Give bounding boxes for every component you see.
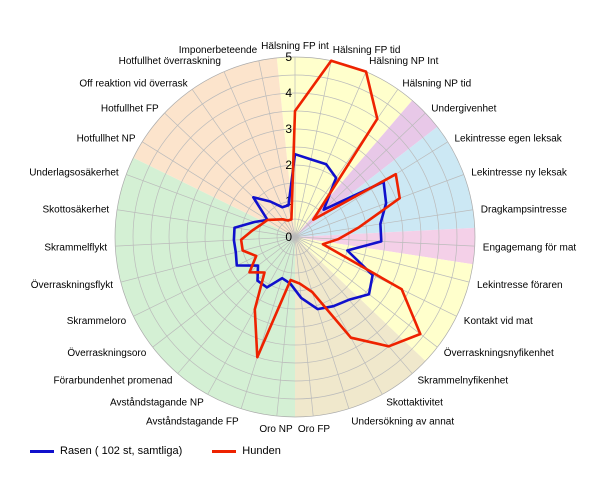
axis-label-17: Oro NP [259,424,293,435]
legend-swatch-series-1 [30,449,54,453]
grid-spoke [294,174,464,238]
grid-spoke [294,236,475,247]
grid-spoke [294,209,473,238]
sector-band-8 [133,57,295,237]
radar-grid [114,56,476,418]
grid-spoke [223,71,296,238]
axis-label-31: Imponerbeteende [179,45,258,56]
sector-band-6 [295,237,426,417]
axis-label-5: Undergivenhet [431,104,496,115]
grid-spoke [191,89,296,238]
axis-label-8: Dragkampsintresse [481,205,568,216]
sector-band-1 [276,57,413,238]
axis-label-10: Lekintresse föraren [477,280,563,291]
tick-label-5: 5 [285,50,292,64]
grid-spoke [294,141,448,238]
axis-label-18: Avståndstagande FP [146,415,239,427]
axis-label-14: Skottaktivitet [386,397,443,408]
axis-label-28: Hotfullhet FP [101,104,159,115]
grid-spoke [120,236,296,283]
grid-spoke [117,209,296,238]
grid-spoke [294,89,399,238]
axis-label-11: Kontakt vid mat [464,316,533,327]
grid-spoke [294,71,367,238]
grid-spoke [294,236,314,417]
axis-label-26: Underlagsosäkerhet [29,168,119,179]
axis-label-6: Lekintresse egen leksak [455,134,563,145]
axis-label-3: Hälsning NP Int [369,56,439,67]
grid-spoke [276,236,296,417]
legend-label-series-1: Rasen ( 102 st, samtliga) [60,445,183,457]
axis-label-22: Skrammeloro [67,316,127,327]
axis-label-23: Överraskningsflykt [31,279,113,291]
series-lines [232,59,422,359]
legend-item-series-2: Hunden [212,445,281,457]
grid-spoke [164,112,296,238]
grid-spoke [294,236,350,409]
grid-spoke [177,236,296,374]
grid-spoke [294,236,457,317]
grid-spoke [294,236,383,395]
axis-label-16: Oro FP [298,424,331,435]
grid-spoke [294,236,438,348]
legend-item-series-1: Rasen ( 102 st, samtliga) [30,445,182,457]
axis-label-1: Hälsning FP int [261,41,329,52]
axis-label-30: Hotfullhet överraskning [119,56,221,67]
axis-label-4: Hälsning NP tid [402,79,471,90]
legend: Rasen ( 102 st, samtliga) Hunden [30,445,311,457]
grid-spoke [152,236,296,348]
grid-spoke [294,236,413,374]
grid-spoke [207,236,296,395]
axis-label-24: Skrammelflykt [44,243,107,254]
axis-label-7: Lekintresse ny leksak [471,168,568,179]
grid-spoke [294,60,332,238]
tick-label-4: 4 [285,86,292,100]
axis-label-19: Avståndstagande NP [110,396,204,408]
axis-label-20: Förarbundenhet promenad [54,376,173,387]
tick-label-0: 0 [285,230,292,244]
axis-label-9: Engagemang för mat [483,243,577,254]
axis-label-29: Off reaktion vid överrask [79,79,188,90]
grid-spoke [258,60,296,238]
axis-label-25: Skottosäkerhet [42,205,109,216]
legend-label-series-2: Hunden [242,445,281,457]
tick-label-2: 2 [285,158,292,172]
grid-spoke [240,236,296,409]
grid-spoke [133,236,296,317]
axis-label-12: Överraskningsnyfikenhet [444,347,554,359]
axis-label-15: Undersökning av annat [351,416,454,427]
axis-label-21: Överraskningsoro [67,347,146,359]
grid-spoke [126,174,296,238]
axis-label-27: Hotfullhet NP [77,134,136,145]
tick-label-3: 3 [285,122,292,136]
grid-spoke [115,236,296,247]
axis-label-13: Skrammelnyfikenhet [418,376,509,387]
axis-label-2: Hälsning FP tid [333,45,401,56]
series-line-2 [239,59,422,359]
legend-swatch-series-2 [212,449,237,453]
